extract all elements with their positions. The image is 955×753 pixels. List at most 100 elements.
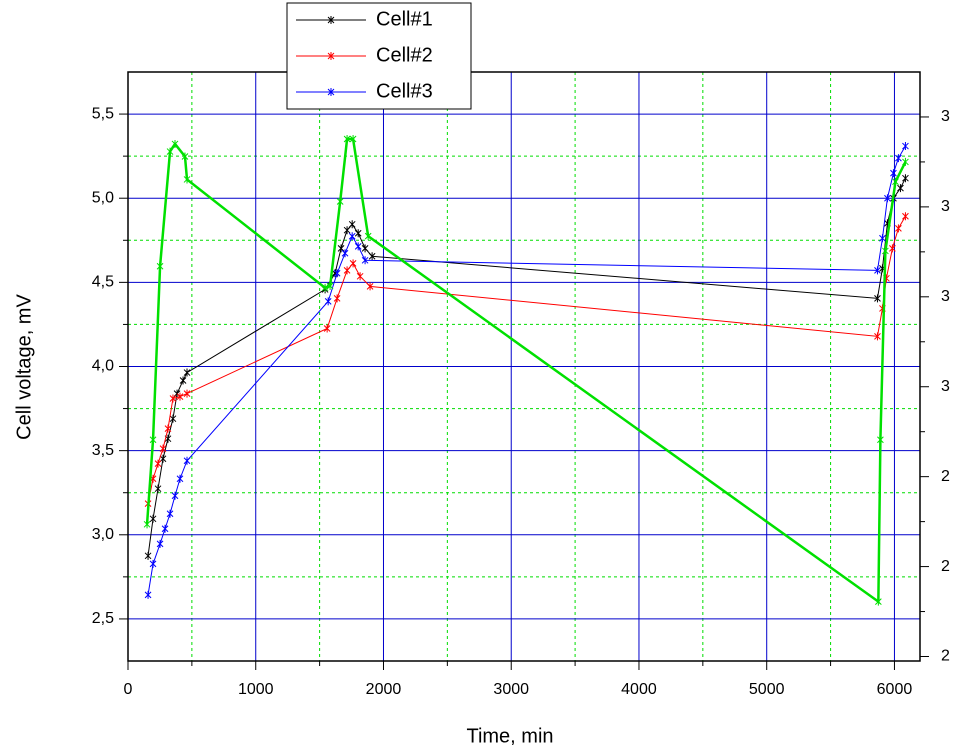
marker: [323, 324, 331, 333]
marker: [874, 332, 881, 341]
marker: [336, 197, 344, 206]
marker: [164, 424, 172, 433]
marker: [183, 368, 191, 377]
marker: [149, 514, 157, 523]
marker: [879, 234, 886, 243]
marker: [889, 244, 896, 253]
x-axis-title: Time, min: [466, 725, 553, 747]
marker: [149, 559, 157, 568]
x-tick-label: 5000: [749, 681, 785, 698]
marker: [364, 232, 372, 241]
marker: [874, 266, 881, 275]
marker: [897, 184, 904, 193]
marker: [361, 256, 369, 265]
legend-marker: [327, 52, 335, 60]
marker: [343, 266, 351, 275]
marker: [324, 297, 332, 306]
y-tick-label: 2,5: [92, 610, 114, 627]
legend-label: Cell#3: [376, 80, 433, 102]
marker: [333, 269, 341, 278]
series-line: [147, 145, 906, 595]
marker: [176, 392, 184, 401]
marker: [169, 414, 177, 423]
x-tick-label: 0: [124, 681, 133, 698]
marker: [902, 157, 909, 166]
legend-label: Cell#2: [376, 44, 433, 66]
marker: [154, 459, 162, 468]
marker: [183, 456, 191, 465]
marker: [176, 474, 184, 483]
marker: [166, 147, 174, 156]
marker: [333, 294, 341, 303]
marker: [349, 259, 357, 268]
series-line: [147, 215, 906, 504]
marker: [348, 232, 356, 241]
series-line: [145, 137, 907, 605]
marker: [179, 376, 187, 385]
marker: [349, 134, 357, 143]
plot-frame: [127, 71, 921, 662]
marker: [902, 142, 909, 151]
marker: [348, 220, 356, 229]
y-tick-label: 4,5: [92, 274, 114, 291]
marker: [149, 435, 157, 444]
series-line: [147, 177, 906, 556]
y-tick-label: 5,0: [92, 189, 114, 206]
marker: [181, 152, 189, 161]
y2-tick-label: 3: [941, 108, 950, 125]
marker: [154, 484, 162, 493]
legend-label: Cell#1: [376, 8, 433, 30]
marker: [902, 212, 909, 221]
marker: [354, 242, 362, 251]
marker: [161, 524, 169, 533]
marker: [874, 294, 881, 303]
marker: [156, 262, 164, 271]
marker: [882, 246, 889, 255]
marker: [169, 394, 177, 403]
marker: [337, 244, 345, 253]
marker: [321, 283, 329, 292]
marker: [902, 174, 909, 183]
y2-tick-label: 3: [941, 288, 950, 305]
marker: [183, 389, 191, 398]
marker: [326, 282, 334, 291]
y-tick-label: 3,0: [92, 526, 114, 543]
y-tick-label: 5,5: [92, 105, 114, 122]
marker: [895, 154, 902, 163]
y2-tick-label: 2: [941, 648, 950, 665]
legend-box: [286, 2, 472, 110]
marker: [877, 435, 884, 444]
marker: [143, 520, 151, 529]
x-tick-label: 4000: [621, 681, 657, 698]
marker: [343, 134, 351, 143]
marker: [341, 249, 349, 258]
marker: [171, 139, 179, 148]
y2-tick-label: 2: [941, 558, 950, 575]
x-tick-label: 2000: [366, 681, 402, 698]
marker: [890, 169, 897, 178]
y-tick-label: 3,5: [92, 442, 114, 459]
y-tick-label: 4,0: [92, 358, 114, 375]
x-tick-label: 6000: [877, 681, 913, 698]
marker: [366, 282, 374, 291]
marker: [144, 590, 152, 599]
marker: [356, 272, 364, 281]
legend-marker: [327, 16, 335, 24]
marker: [144, 551, 152, 560]
marker: [368, 252, 376, 261]
marker: [156, 539, 164, 548]
y2-tick-label: 2: [941, 468, 950, 485]
x-tick-label: 3000: [493, 681, 529, 698]
legend-marker: [327, 88, 335, 96]
marker: [183, 175, 191, 184]
marker: [895, 224, 902, 233]
marker: [884, 194, 891, 203]
marker: [892, 177, 899, 186]
marker: [343, 226, 351, 235]
x-tick-label: 1000: [238, 681, 274, 698]
marker: [354, 229, 362, 238]
y2-tick-label: 3: [941, 198, 950, 215]
y2-tick-label: 3: [941, 378, 950, 395]
marker: [166, 509, 174, 518]
